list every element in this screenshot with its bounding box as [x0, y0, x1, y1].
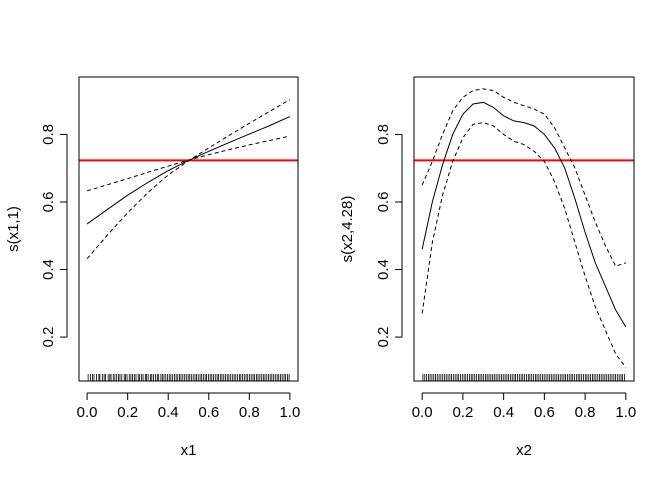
rug-marks: [87, 374, 290, 381]
x-tick-label: 0.4: [493, 404, 514, 421]
y-axis-label: s(x1,1): [5, 206, 22, 252]
x-tick-label: 0.2: [117, 404, 138, 421]
y-tick-label: 0.6: [375, 192, 392, 213]
x-tick-label: 0.6: [198, 404, 219, 421]
confidence-band-line: [421, 88, 627, 267]
x-tick-label: 0.0: [412, 404, 433, 421]
panel-x1: 0.0 0.2 0.4 0.6 0.8 1.0 0.2 0.4 0.6 0.8 x1 s(x1,1): [5, 76, 300, 459]
y-tick-label: 0.8: [40, 124, 57, 145]
x-tick-label: 0.8: [239, 404, 260, 421]
x-tick-label: 1.0: [279, 404, 300, 421]
y-tick-label: 0.2: [40, 327, 57, 348]
confidence-band-line: [86, 135, 290, 192]
x-tick-label: 0.6: [534, 404, 555, 421]
y-tick-label: 0.6: [40, 192, 57, 213]
x-axis-label: x1: [181, 442, 197, 459]
y-tick-label: 0.8: [375, 124, 392, 145]
smooth-estimate-line: [421, 101, 627, 328]
rug-marks: [422, 374, 625, 381]
x-tick-label: 0.0: [77, 404, 98, 421]
y-tick-label: 0.2: [375, 327, 392, 348]
x-tick-label: 0.4: [158, 404, 179, 421]
plot-frame: [413, 76, 635, 382]
x-axis-label: x2: [516, 442, 532, 459]
smooth-estimate-line: [86, 116, 291, 225]
panel-x2: 0.0 0.2 0.4 0.6 0.8 1.0 0.2 0.4 0.6 0.8 x2 s(x2,4.2…: [339, 76, 636, 459]
confidence-band-line: [86, 99, 291, 260]
x-tick-label: 1.0: [615, 404, 636, 421]
confidence-band-line: [421, 122, 627, 368]
y-axis-label: s(x2,4.28): [339, 196, 356, 263]
y-tick-label: 0.4: [40, 259, 57, 280]
plot-frame: [78, 76, 299, 382]
y-tick-label: 0.4: [375, 259, 392, 280]
x-tick-label: 0.2: [452, 404, 473, 421]
x-tick-label: 0.8: [575, 404, 596, 421]
